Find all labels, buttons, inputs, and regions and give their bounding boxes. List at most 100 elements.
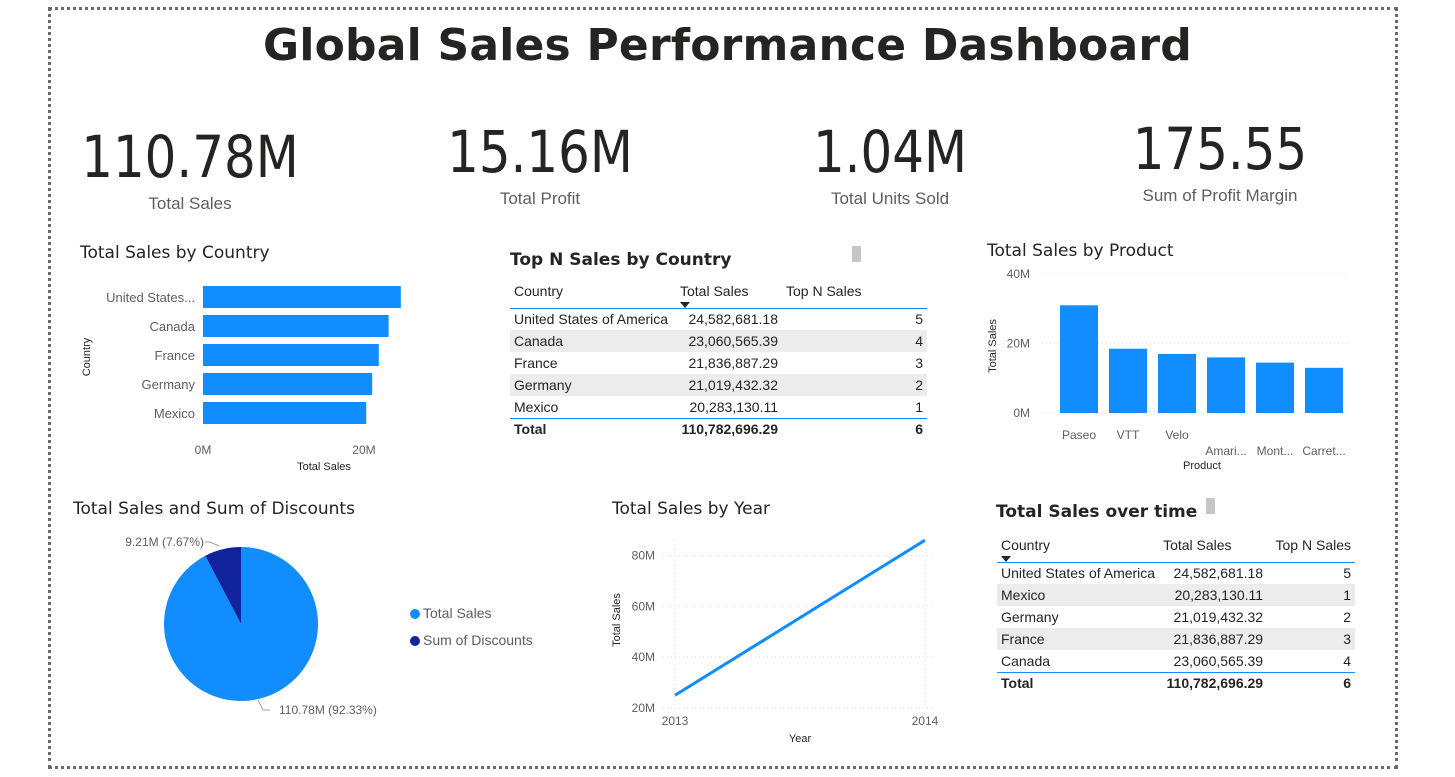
col-header-total-sales[interactable]: Total Sales	[676, 274, 782, 309]
cell-top-n: 3	[1267, 628, 1355, 650]
bar[interactable]	[203, 286, 401, 308]
x-tick-label: 20M	[352, 443, 375, 457]
x-tick-label: 0M	[195, 443, 212, 457]
x-tick-label: Paseo	[1062, 428, 1096, 442]
dashboard-frame	[48, 7, 1398, 769]
col-header-country[interactable]: Country	[997, 528, 1160, 563]
bar[interactable]	[1256, 362, 1294, 413]
pie-slice-discounts[interactable]	[205, 547, 241, 624]
cell-top-n: 2	[782, 374, 927, 396]
table-row[interactable]: Canada 23,060,565.39 4	[510, 330, 927, 352]
kpi-total-sales[interactable]: 110.78M Total Sales	[60, 128, 320, 214]
kpi-value: 175.55	[1132, 115, 1308, 183]
kpi-value: 110.78M	[81, 123, 299, 191]
legend-item-total-sales[interactable]: Total Sales	[410, 605, 533, 632]
cell-country: United States of America	[514, 311, 669, 328]
col-header-top-n-sales[interactable]: Top N Sales	[1267, 528, 1355, 563]
data-label: 9.21M (7.67%)	[125, 535, 204, 549]
x-tick-label: VTT	[1117, 428, 1140, 442]
total-label: Total	[997, 671, 1160, 694]
sort-ascending-icon[interactable]	[1001, 555, 1011, 562]
kpi-label: Sum of Profit Margin	[1142, 186, 1298, 205]
bar[interactable]	[1109, 348, 1147, 413]
total-top-n-value: 6	[1267, 671, 1355, 694]
country-bar-chart[interactable]: United States... Canada France Germany Mexic…	[70, 275, 430, 480]
cell-country: Mexico	[997, 584, 1160, 606]
total-label: Total	[510, 417, 676, 440]
cell-total-sales: 20,283,130.11	[1159, 584, 1268, 606]
series-line[interactable]	[674, 538, 926, 697]
y-tick-label: 80M	[632, 548, 655, 562]
kpi-sum-profit-margin[interactable]: 175.55 Sum of Profit Margin	[1090, 120, 1350, 206]
drag-handle-icon[interactable]	[852, 246, 861, 262]
y-tick-label: 40M	[632, 650, 655, 664]
top-n-sales-table[interactable]: Country Total Sales Top N Sales United S…	[510, 274, 927, 440]
year-line-chart[interactable]: 20M 40M 60M 80M 2013 2014 Year Total Sales	[605, 530, 950, 750]
y-tick-label: Canada	[149, 319, 195, 334]
col-header-total-sales[interactable]: Total Sales	[1159, 528, 1268, 563]
kpi-total-units-sold[interactable]: 1.04M Total Units Sold	[760, 123, 1020, 209]
cell-country: Mexico	[514, 398, 559, 415]
cell-top-n: 4	[1343, 652, 1351, 669]
cell-total-sales: 21,836,887.29	[1159, 628, 1268, 650]
kpi-total-profit[interactable]: 15.16M Total Profit	[410, 123, 670, 209]
cell-total-sales: 20,283,130.11	[689, 398, 779, 415]
top-n-table-title: Top N Sales by Country	[510, 250, 732, 270]
cell-total-sales: 21,019,432.32	[1173, 609, 1264, 625]
col-header-country[interactable]: Country	[510, 274, 676, 309]
bar[interactable]	[1207, 357, 1245, 413]
table-row[interactable]: France 21,836,887.29 3	[997, 628, 1355, 650]
table-row[interactable]: Canada 23,060,565.39 4	[997, 650, 1355, 672]
cell-total-sales: 24,582,681.18	[688, 311, 778, 328]
x-tick-label: 2013	[662, 714, 689, 728]
sort-descending-icon[interactable]	[680, 301, 690, 308]
bar[interactable]	[203, 402, 367, 424]
col-header-top-n-sales[interactable]: Top N Sales	[782, 274, 927, 309]
table-row[interactable]: Mexico 20,283,130.11 1	[510, 396, 927, 418]
time-table-title: Total Sales over time	[996, 502, 1198, 522]
table-row[interactable]: Germany 21,019,432.32 2	[997, 606, 1355, 628]
product-bar-chart[interactable]: 0M 20M 40M Paseo VTT Velo Amari... Mont... Carre…	[980, 262, 1370, 477]
col-header-label: Country	[1001, 536, 1051, 553]
x-axis-title: Total Sales	[297, 461, 351, 473]
y-axis-title: Country	[81, 337, 93, 376]
bar[interactable]	[1158, 353, 1196, 413]
country-bar-title: Total Sales by Country	[80, 243, 270, 263]
y-axis-title: Total Sales	[611, 593, 623, 647]
table-row[interactable]: Germany 21,019,432.32 2	[510, 374, 927, 396]
cell-country: Canada	[1001, 652, 1051, 669]
bar[interactable]	[203, 373, 373, 395]
legend-label: Sum of Discounts	[423, 632, 533, 648]
y-tick-label: 20M	[632, 701, 655, 715]
drag-handle-icon[interactable]	[1206, 498, 1215, 514]
cell-top-n: 5	[915, 311, 923, 328]
cell-top-n: 1	[915, 398, 923, 415]
col-header-label: Total Sales	[680, 282, 749, 299]
table-total-row: Total 110,782,696.29 6	[510, 417, 927, 440]
x-tick-label: Carret...	[1302, 444, 1345, 458]
table-row[interactable]: Mexico 20,283,130.11 1	[997, 584, 1355, 606]
table-row[interactable]: France 21,836,887.29 3	[510, 352, 927, 374]
bar[interactable]	[203, 315, 389, 337]
x-axis-title: Year	[789, 733, 812, 745]
bar[interactable]	[1305, 367, 1343, 413]
sales-over-time-table[interactable]: Country Total Sales Top N Sales United S…	[997, 528, 1355, 694]
cell-country: France	[997, 628, 1160, 650]
bar[interactable]	[203, 344, 379, 366]
pie-chart[interactable]: 9.21M (7.67%) 110.78M (92.33%)	[100, 530, 410, 725]
leader-line	[205, 541, 220, 547]
table-row[interactable]: United States of America 24,582,681.18 5	[510, 308, 927, 330]
pie-legend: Total Sales Sum of Discounts	[410, 605, 533, 648]
product-bar-title: Total Sales by Product	[987, 241, 1174, 261]
x-tick-label: Mont...	[1257, 444, 1294, 458]
y-tick-label: United States...	[106, 290, 195, 305]
bar[interactable]	[1060, 305, 1098, 413]
kpi-value: 15.16M	[447, 118, 633, 186]
total-sales-value: 110,782,696.29	[676, 417, 782, 440]
table-row[interactable]: United States of America 24,582,681.18 5	[997, 562, 1355, 584]
cell-top-n: 2	[1343, 609, 1351, 625]
cell-country: Canada	[510, 330, 676, 352]
cell-total-sales: 21,019,432.32	[676, 374, 782, 396]
cell-country: Germany	[510, 374, 676, 396]
legend-item-discounts[interactable]: Sum of Discounts	[410, 632, 533, 648]
